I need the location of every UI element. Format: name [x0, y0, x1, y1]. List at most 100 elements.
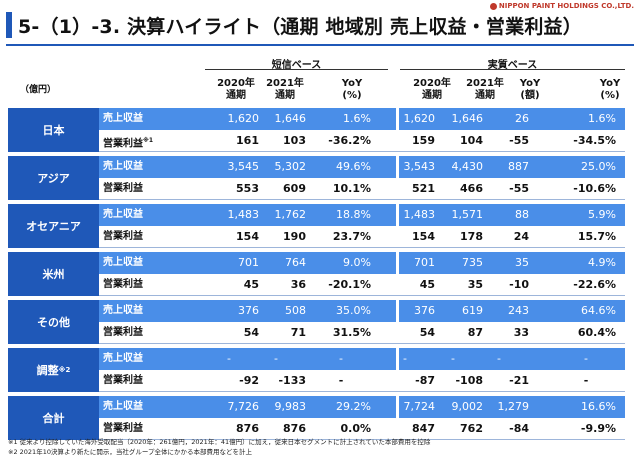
table-cell: -: [583, 374, 589, 387]
row-label: 売上収益: [103, 257, 143, 268]
column-header-line: 通期: [226, 90, 246, 101]
table-cell: 376: [414, 304, 435, 317]
table-cell: 701: [238, 256, 259, 269]
table-cell: 243: [508, 304, 529, 317]
region-name: 日本: [42, 124, 65, 137]
table-cell: 104: [460, 134, 483, 147]
table-cell: 7,726: [227, 400, 260, 413]
table-cell: 31.5%: [332, 326, 371, 339]
table-cell: 103: [283, 134, 306, 147]
table-cell: 36: [290, 278, 306, 291]
table-row-profit: 営業利益 553 609 10.1% 521 466 -55 -10.6%: [99, 178, 625, 200]
region-cell: アジア: [8, 156, 99, 200]
column-header-line: (%): [342, 90, 362, 101]
column-header-line: 2020年: [217, 78, 255, 89]
row-label: 売上収益: [103, 113, 143, 124]
title-divider: [6, 44, 634, 46]
logo-text: NIPPON PAINT HOLDINGS CO.,LTD.: [498, 2, 634, 10]
region-name: オセアニア: [26, 220, 81, 233]
table-cell: 1,646: [274, 112, 307, 125]
table-cell: 9,002: [451, 400, 484, 413]
table-cell: 26: [515, 112, 529, 125]
table-cell: 508: [285, 304, 306, 317]
logo-mark-icon: [489, 2, 497, 10]
table-cell: 1,571: [451, 208, 484, 221]
table-row-profit: 営業利益 -92 -133 - -87 -108 -21 -: [99, 370, 625, 392]
table-cell: 33: [513, 326, 529, 339]
table-cell: 1,646: [451, 112, 484, 125]
group-underline-actual: [400, 69, 625, 70]
region-name: 調整: [36, 364, 59, 377]
table-cell: 1,279: [497, 400, 530, 413]
group-header-reported: 短信ベース: [271, 60, 322, 71]
column-header-4: 2021年 通期: [455, 78, 515, 102]
table-row-revenue: 売上収益 701 764 9.0% 701 735 35 4.9%: [99, 252, 625, 274]
table-cell: -10: [509, 278, 529, 291]
region-cell: オセアニア: [8, 204, 99, 248]
table-row-profit: 営業利益 154 190 23.7% 154 178 24 15.7%: [99, 226, 625, 248]
table-cell: -92: [239, 374, 259, 387]
table-cell: -10.6%: [573, 182, 616, 195]
table-cell: -55: [509, 134, 529, 147]
table-cell: 3,545: [227, 160, 260, 173]
table-row-profit: 営業利益 54 71 31.5% 54 87 33 60.4%: [99, 322, 625, 344]
table-cell: 609: [283, 182, 306, 195]
table-cell: 45: [243, 278, 259, 291]
table-cell: 7,724: [403, 400, 436, 413]
footnote-1: ※1 従来より控除していた海外受取配当（2020年：261億円，2021年：41…: [8, 438, 431, 446]
table-cell: 4.9%: [588, 256, 616, 269]
table-row-revenue: 売上収益 1,483 1,762 18.8% 1,483 1,571 88 5.9%: [99, 204, 625, 226]
table-cell: -: [339, 352, 343, 365]
group-underline-reported: [205, 69, 388, 70]
row-label: 営業利益: [103, 279, 143, 290]
table-row-revenue: 売上収益 3,545 5,302 49.6% 3,543 4,430 887 25.0%: [99, 156, 625, 178]
region-cell: 米州: [8, 252, 99, 296]
group-separator: [396, 108, 399, 130]
table-cell: 35: [467, 278, 483, 291]
group-separator: [396, 204, 399, 226]
table-row-revenue: 売上収益 7,726 9,983 29.2% 7,724 9,002 1,279 16.6%: [99, 396, 625, 418]
table-cell: -9.9%: [580, 422, 616, 435]
footnote-2: ※2 2021年10決算より新たに開示，当社グループ全体にかかる本部費用などを計…: [8, 448, 252, 456]
table-cell: 23.7%: [332, 230, 371, 243]
region-name: アジア: [37, 172, 70, 185]
group-header-actual: 実質ベース: [487, 60, 538, 71]
table-cell: 5,302: [274, 160, 307, 173]
column-header-line: YoY: [519, 78, 541, 89]
region-cell: 調整 ※2: [8, 348, 99, 392]
table-cell: 5.9%: [588, 208, 616, 221]
table-cell: -20.1%: [328, 278, 371, 291]
region-name: 合計: [42, 412, 65, 425]
table-cell: 876: [283, 422, 306, 435]
row-label: 営業利益: [103, 231, 143, 242]
table-cell: 190: [283, 230, 306, 243]
table-cell: -22.6%: [573, 278, 616, 291]
table-cell: 762: [460, 422, 483, 435]
table-cell: 553: [236, 182, 259, 195]
table-row-revenue: 売上収益 - - - - - - -: [99, 348, 625, 370]
group-separator: [396, 300, 399, 322]
row-label: 営業利益: [103, 375, 143, 386]
table-cell: -: [227, 352, 231, 365]
table-cell: 1,620: [403, 112, 436, 125]
table-cell: 619: [462, 304, 483, 317]
group-separator: [396, 348, 399, 370]
table-cell: 35.0%: [336, 304, 371, 317]
table-cell: 159: [412, 134, 435, 147]
table-cell: -133: [278, 374, 306, 387]
region-footnote-mark: ※2: [58, 366, 71, 374]
table-cell: -87: [415, 374, 435, 387]
table-cell: 64.6%: [581, 304, 616, 317]
table-cell: -36.2%: [328, 134, 371, 147]
table-cell: 9,983: [274, 400, 307, 413]
table-cell: 466: [460, 182, 483, 195]
table-cell: -: [338, 374, 344, 387]
table-cell: 87: [467, 326, 483, 339]
table-cell: 4,430: [451, 160, 484, 173]
table-cell: 1,762: [274, 208, 307, 221]
column-header-line: 2021年: [466, 78, 504, 89]
column-header-line: YoY: [599, 78, 621, 89]
table-row-profit: 営業利益※1 161 103 -36.2% 159 104 -55 -34.5%: [99, 130, 625, 152]
table-cell: 1.6%: [588, 112, 616, 125]
row-label: 営業利益: [103, 327, 143, 338]
